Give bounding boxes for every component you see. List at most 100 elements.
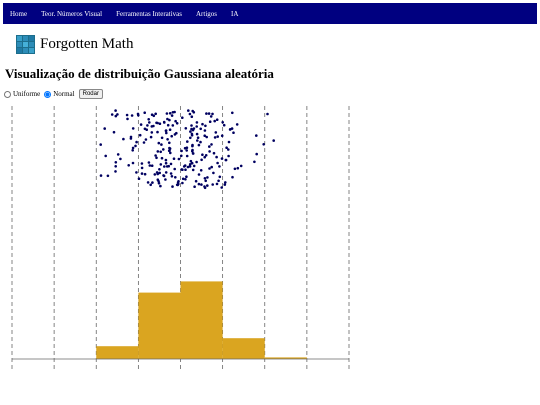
sample-point [197, 182, 201, 186]
sample-point [168, 149, 171, 152]
sample-point [159, 163, 163, 166]
sample-point [218, 175, 222, 179]
sample-point [189, 136, 192, 140]
sample-point [131, 127, 135, 130]
sample-point [191, 128, 195, 132]
sample-point [191, 148, 194, 152]
sample-point [164, 129, 168, 132]
histogram-bar [180, 281, 223, 359]
sample-point [149, 135, 153, 139]
page-title: Visualização de distribuição Gaussiana a… [5, 66, 274, 81]
sample-point [224, 181, 227, 184]
sample-point [184, 178, 187, 181]
sample-point [148, 121, 151, 124]
sample-point [177, 180, 180, 183]
sample-point [222, 123, 226, 127]
sample-point [214, 131, 218, 134]
sample-point [191, 152, 195, 155]
sample-point [206, 184, 209, 187]
sample-point [206, 176, 209, 179]
sample-point [165, 165, 169, 168]
sample-point [168, 118, 171, 122]
sample-point [203, 185, 206, 188]
sample-point [171, 111, 175, 114]
sample-point [114, 170, 117, 173]
sample-point [181, 181, 184, 185]
option-uniform[interactable]: Uniforme [4, 90, 40, 98]
sample-point [185, 175, 188, 178]
sample-point [203, 129, 207, 132]
sample-point [156, 178, 160, 181]
sample-point [131, 146, 135, 150]
sample-point [227, 148, 230, 151]
sample-point [159, 184, 162, 188]
sample-point [162, 174, 165, 177]
sample-point [116, 113, 119, 116]
nav-articles[interactable]: Artigos [195, 9, 217, 18]
sample-point [194, 179, 198, 183]
sample-point [210, 143, 213, 146]
sample-point [191, 109, 194, 113]
sample-point [125, 113, 129, 117]
sample-point [205, 135, 208, 139]
sample-point [197, 173, 201, 176]
sample-point [122, 137, 125, 141]
sample-point [208, 145, 211, 148]
sample-point [177, 182, 180, 186]
nav-home[interactable]: Home [10, 9, 28, 18]
normal-radio[interactable] [44, 90, 52, 98]
sample-point [168, 146, 171, 150]
scatter-points [99, 109, 276, 190]
grid-cube-icon[interactable] [16, 35, 35, 54]
sample-point [183, 146, 187, 150]
sample-point [157, 141, 161, 145]
sample-point [129, 137, 133, 140]
sample-point [201, 122, 204, 126]
sample-point [131, 161, 135, 165]
sample-point [200, 183, 203, 186]
sample-point [225, 146, 228, 149]
sample-point [157, 181, 161, 185]
sample-point [116, 153, 120, 156]
sample-point [188, 163, 192, 166]
sample-point [156, 130, 159, 134]
sample-point [160, 143, 163, 146]
run-button[interactable]: Rodar [78, 89, 103, 99]
sample-point [199, 140, 202, 144]
sample-point [147, 118, 150, 121]
histogram-bar [222, 338, 265, 359]
sample-point [255, 152, 258, 156]
sample-point [158, 171, 161, 175]
sample-point [169, 172, 173, 175]
sample-point [220, 186, 223, 189]
sample-point [215, 182, 219, 186]
sample-point [212, 171, 215, 175]
sample-point [235, 123, 239, 126]
sample-point [239, 164, 243, 168]
sample-point [114, 161, 118, 164]
histogram-bars [96, 281, 307, 359]
nav-interactive-tools[interactable]: Ferramentas Interativas [116, 9, 182, 18]
nav-number-theory-visual[interactable]: Teor. Números Visual [41, 9, 103, 18]
sample-point [177, 157, 181, 161]
sample-point [150, 131, 154, 134]
sample-point [160, 156, 164, 160]
histogram-bar [264, 357, 307, 359]
sample-point [130, 114, 134, 117]
sample-point [227, 140, 231, 144]
sample-point [168, 112, 172, 115]
sample-point [236, 166, 240, 170]
sample-point [139, 123, 143, 126]
uniform-radio[interactable] [4, 90, 11, 98]
sample-point [213, 119, 216, 123]
sample-point [163, 165, 166, 168]
sample-point [150, 125, 154, 128]
sample-point [218, 165, 221, 168]
nav-ai[interactable]: IA [230, 9, 239, 18]
sample-point [208, 120, 212, 123]
sample-point [204, 124, 207, 128]
option-normal[interactable]: Normal [44, 90, 75, 98]
brand-name[interactable]: Forgotten Math [40, 36, 134, 52]
sample-point [253, 160, 256, 164]
sample-point [195, 121, 199, 124]
